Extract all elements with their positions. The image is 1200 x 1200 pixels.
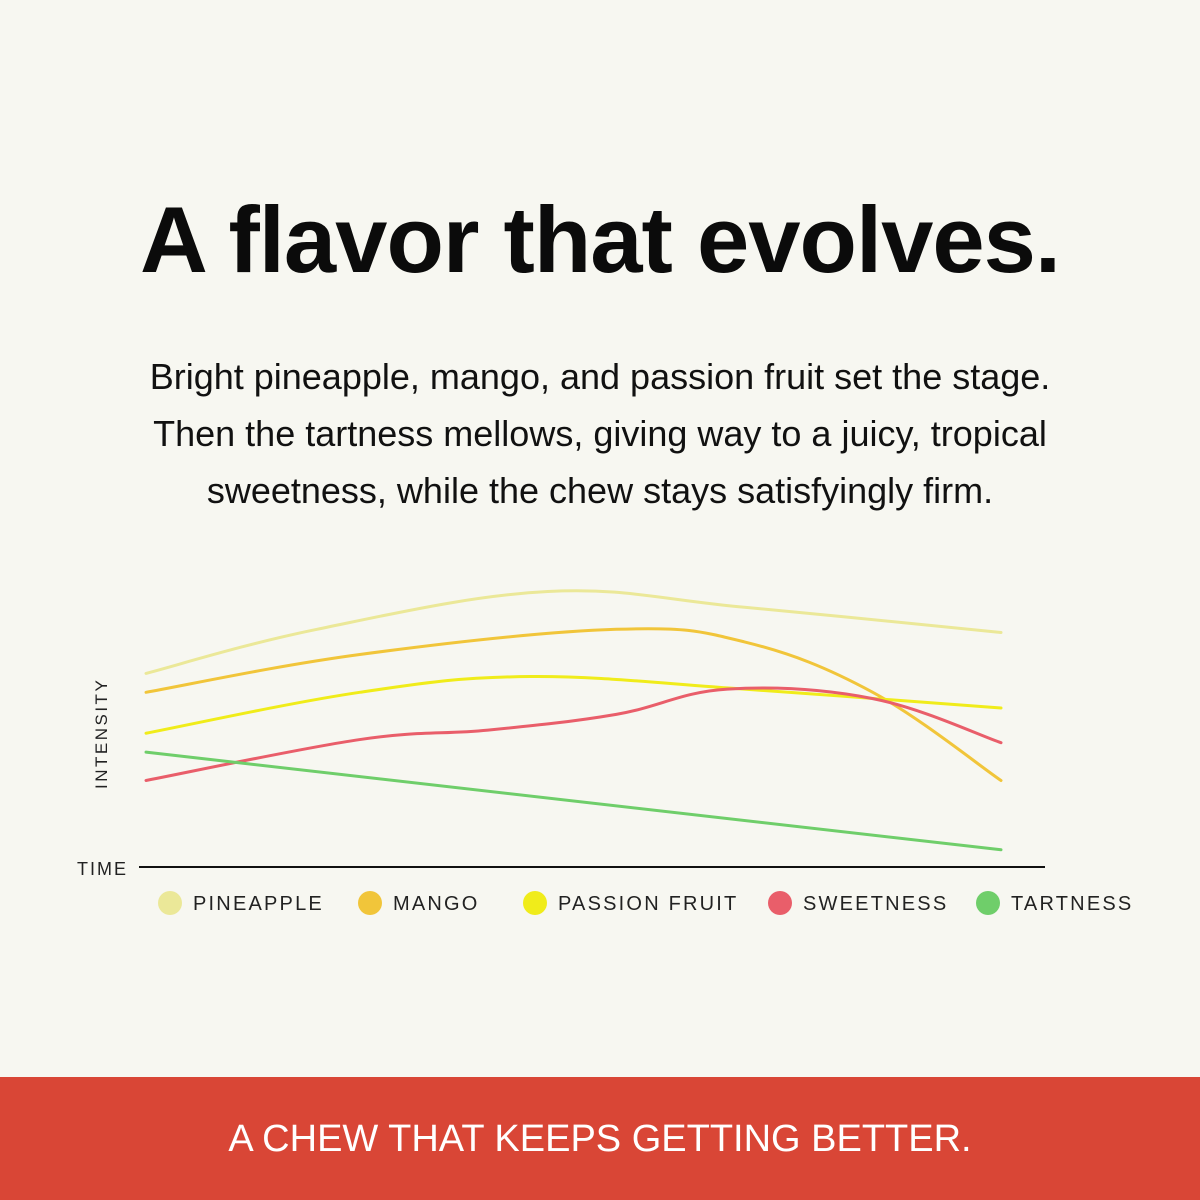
series-line-sweetness (144, 686, 1003, 782)
description-line: Then the tartness mellows, giving way to… (153, 413, 1047, 454)
legend: PINEAPPLE MANGO PASSION FRUIT SWEETNESS TART… (158, 891, 1133, 915)
series-layer (144, 589, 1003, 852)
x-axis-label: TIME (77, 859, 128, 879)
footer-banner (0, 1077, 1200, 1200)
legend-swatch-pineapple (158, 891, 182, 915)
series-line-pineapple (144, 589, 1003, 675)
legend-label-passion-fruit: PASSION FRUIT (558, 893, 738, 915)
legend-label-mango: MANGO (393, 893, 480, 915)
footer-tagline: A CHEW THAT KEEPS GETTING BETTER. (228, 1118, 972, 1160)
legend-swatch-tartness (976, 891, 1000, 915)
description: Bright pineapple, mango, and passion fru… (0, 348, 1200, 519)
y-axis-label: INTENSITY (92, 678, 111, 789)
description-line: Bright pineapple, mango, and passion fru… (149, 356, 1051, 397)
legend-swatch-mango (358, 891, 382, 915)
series-line-tartness (144, 750, 1003, 852)
legend-swatch-passion-fruit (523, 891, 547, 915)
description-line: sweetness, while the chew stays satisfyi… (206, 470, 994, 511)
legend-label-tartness: TARTNESS (1011, 893, 1133, 915)
series-line-passion-fruit (144, 675, 1003, 735)
legend-label-pineapple: PINEAPPLE (193, 893, 324, 915)
page-title: A flavor that evolves. (139, 187, 1061, 292)
series-line-mango (144, 627, 1003, 782)
legend-swatch-sweetness (768, 891, 792, 915)
legend-label-sweetness: SWEETNESS (803, 893, 948, 915)
flavor-chart: TIME INTENSITY PINEAPPLE MANGO PASSION FRU… (77, 589, 1133, 915)
